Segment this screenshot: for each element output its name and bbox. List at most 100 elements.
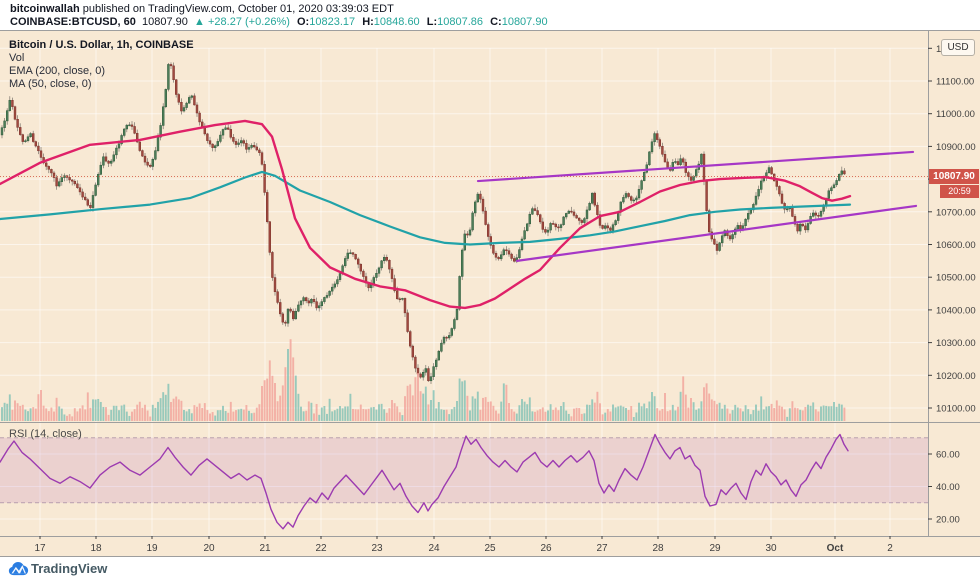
volume-bar	[263, 380, 266, 421]
candle-body	[731, 234, 734, 240]
volume-bar	[105, 407, 107, 421]
candle-body	[632, 199, 635, 202]
legend-ema200[interactable]: EMA (200, close, 0)	[9, 65, 105, 77]
candle-body	[526, 223, 529, 231]
volume-bar	[227, 412, 230, 421]
candle-body	[793, 216, 797, 225]
time-tick-label: 25	[484, 543, 496, 554]
candle-body	[354, 254, 357, 260]
volume-bar	[692, 402, 695, 421]
volume-bar	[523, 401, 526, 421]
volume-bar	[614, 407, 617, 421]
volume-bar	[45, 408, 48, 421]
candle-body	[689, 176, 693, 181]
time-tick-label: 18	[90, 543, 102, 554]
rsi-band	[0, 437, 928, 503]
candle-body	[123, 128, 126, 136]
price-chart-canvas[interactable]: 11200.0011100.0011000.0010900.0010800.00…	[0, 31, 980, 558]
tradingview-logo-icon[interactable]	[8, 561, 29, 577]
symbol-name[interactable]: COINBASE:BTCUSD, 60	[10, 16, 136, 28]
candle-body	[32, 133, 35, 142]
volume-bar	[53, 411, 55, 421]
volume-bar	[557, 410, 560, 421]
candle-body	[13, 106, 17, 120]
volume-bar	[162, 392, 165, 421]
volume-bar	[146, 410, 149, 421]
candle-body	[744, 218, 747, 226]
candle-body	[81, 191, 84, 198]
candle-body	[804, 225, 807, 231]
candle-body	[624, 193, 628, 198]
volume-bar	[359, 404, 362, 421]
volume-bar	[781, 406, 783, 421]
candle-body	[497, 257, 500, 260]
volume-bar	[573, 408, 575, 421]
candle-body	[450, 328, 454, 336]
candle-body	[658, 139, 661, 147]
candle-body	[383, 257, 386, 262]
volume-bar	[86, 392, 89, 421]
volume-bar	[635, 412, 638, 421]
volume-bar	[833, 402, 835, 421]
candle-body	[606, 225, 609, 229]
candle-body	[362, 270, 365, 277]
candle-body	[531, 208, 534, 215]
volume-bar	[232, 411, 235, 421]
candle-body	[276, 291, 279, 303]
time-tick-label: 28	[652, 543, 664, 554]
candle-body	[479, 193, 482, 200]
volume-bar	[718, 402, 721, 421]
price-tick-label: 10500.00	[936, 273, 976, 284]
time-tick-label: 26	[540, 543, 552, 554]
volume-bar	[775, 400, 778, 421]
volume-bar	[513, 411, 516, 421]
candle-body	[640, 180, 643, 190]
volume-bar	[471, 396, 474, 421]
volume-bar	[450, 409, 453, 421]
volume-bar	[177, 399, 180, 421]
volume-bar	[664, 393, 666, 421]
chart-area[interactable]: 11200.0011100.0011000.0010900.0010800.00…	[0, 30, 980, 557]
candle-body	[344, 258, 347, 267]
candle-body	[208, 140, 212, 145]
candle-body	[552, 223, 555, 225]
candle-body	[143, 155, 147, 163]
volume-bar	[380, 403, 383, 421]
time-tick-label: 2	[887, 543, 893, 554]
candle-body	[476, 193, 480, 203]
candle-body	[6, 110, 9, 122]
time-tick-label: 27	[596, 543, 608, 554]
rsi-legend[interactable]: RSI (14, close)	[9, 428, 82, 440]
open-label: O:	[297, 16, 310, 28]
volume-bar	[336, 408, 339, 421]
volume-bar	[193, 405, 196, 421]
volume-bar	[705, 383, 708, 421]
legend-volume[interactable]: Vol	[9, 52, 25, 64]
candle-body	[596, 204, 599, 215]
candle-body	[585, 209, 589, 219]
volume-bar	[245, 405, 248, 421]
candle-body	[307, 300, 311, 304]
candle-body	[299, 300, 303, 306]
candle-body	[791, 206, 794, 217]
legend-ma50[interactable]: MA (50, close, 0)	[9, 78, 92, 90]
volume-bar	[60, 408, 63, 421]
volume-bar	[29, 408, 32, 421]
volume-bar	[814, 409, 817, 421]
currency-toggle-button[interactable]: USD	[941, 39, 975, 56]
volume-bar	[94, 399, 97, 421]
author-name[interactable]: bitcoinwallah	[10, 3, 80, 15]
volume-bar	[346, 406, 349, 421]
candle-body	[580, 220, 583, 223]
candle-body	[570, 210, 573, 213]
volume-bar	[279, 395, 282, 421]
volume-bar	[344, 406, 347, 421]
tradingview-brand-text[interactable]: TradingView	[31, 561, 108, 576]
volume-bar	[287, 349, 289, 421]
legend-symbol[interactable]: Bitcoin / U.S. Dollar, 1h, COINBASE	[9, 39, 194, 51]
price-tick-label: 11100.00	[936, 77, 974, 88]
volume-bar	[328, 398, 331, 421]
volume-bar	[281, 385, 284, 421]
volume-bar	[372, 406, 375, 421]
candle-body	[635, 197, 638, 201]
